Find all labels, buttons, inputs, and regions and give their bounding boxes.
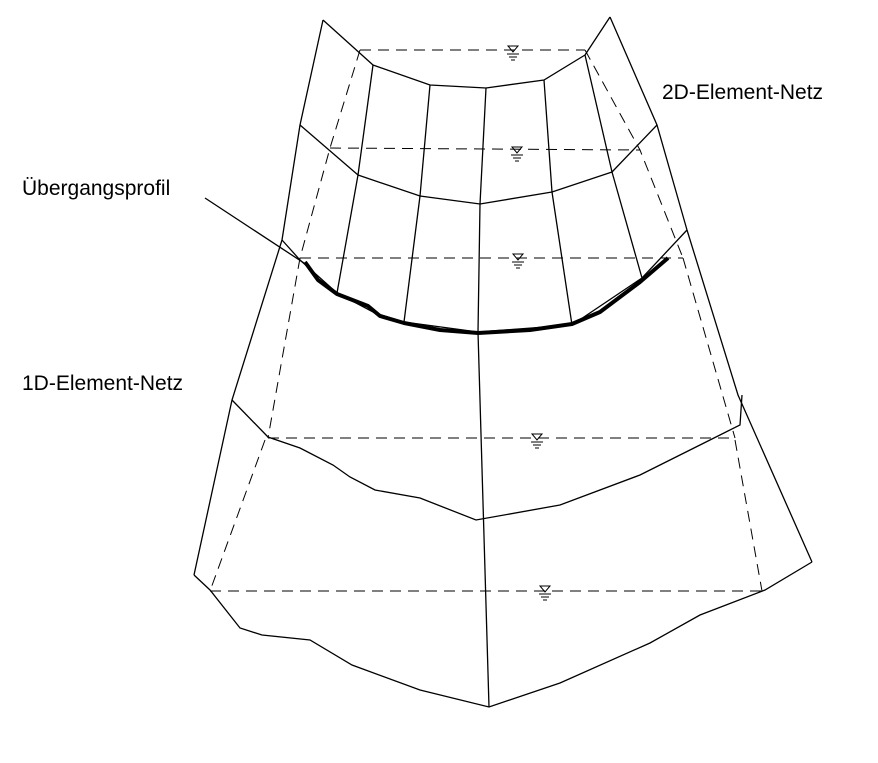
mesh-2d-transverse-line: [372, 54, 586, 89]
water-level-marker-icon: [511, 253, 525, 269]
mesh-2d-bank-edge: [611, 124, 658, 173]
transition-profile-line: [281, 229, 688, 333]
water-level-marker-icon: [530, 433, 544, 449]
water-level-marker-icon: [538, 585, 552, 601]
transition-profile-leader: [204, 197, 308, 266]
label-2d-mesh: 2D-Element-Netz: [662, 81, 823, 104]
mesh-2d-left-boundary: [281, 19, 324, 241]
water-level-marker-icon: [506, 45, 520, 61]
mesh-2d-bank-edge: [299, 124, 359, 176]
cross-section-upper: [231, 394, 743, 521]
label-1d-mesh: 1D-Element-Netz: [22, 372, 183, 395]
water-level-line: [329, 147, 641, 151]
sidewall-projection: [584, 49, 684, 259]
cross-section-lower: [193, 561, 813, 708]
mesh-1d-left-boundary: [193, 239, 283, 576]
mesh-2d-bank-edge: [322, 19, 374, 66]
sidewall-projection: [267, 257, 301, 439]
sidewall-projection: [209, 439, 266, 592]
mesh-2d-right-boundary: [609, 16, 688, 231]
mesh-2d-longitudinal-line: [543, 79, 573, 326]
mesh-2d-bank-edge: [584, 16, 611, 56]
mesh-2d: [281, 16, 688, 333]
label-transition-profile: Übergangsprofil: [22, 177, 170, 200]
sidewall-projection: [682, 257, 736, 439]
water-level-markers: [506, 45, 552, 601]
sidewall-projection: [734, 439, 763, 592]
mesh-2d-longitudinal-line: [584, 54, 643, 279]
mesh-1d: [193, 229, 813, 708]
mesh-2d-transverse-line: [357, 171, 613, 205]
mesh-2d-longitudinal-line: [477, 87, 487, 333]
mesh-2d-longitudinal-line: [403, 84, 431, 323]
mesh-1d-centerline: [477, 331, 490, 708]
transition-profile: [204, 197, 688, 335]
mesh-2d-longitudinal-line: [336, 64, 374, 294]
mesh-1d-right-boundary: [686, 229, 813, 563]
water-level-marker-icon: [510, 146, 524, 162]
transition-profile-bed: [303, 256, 670, 335]
